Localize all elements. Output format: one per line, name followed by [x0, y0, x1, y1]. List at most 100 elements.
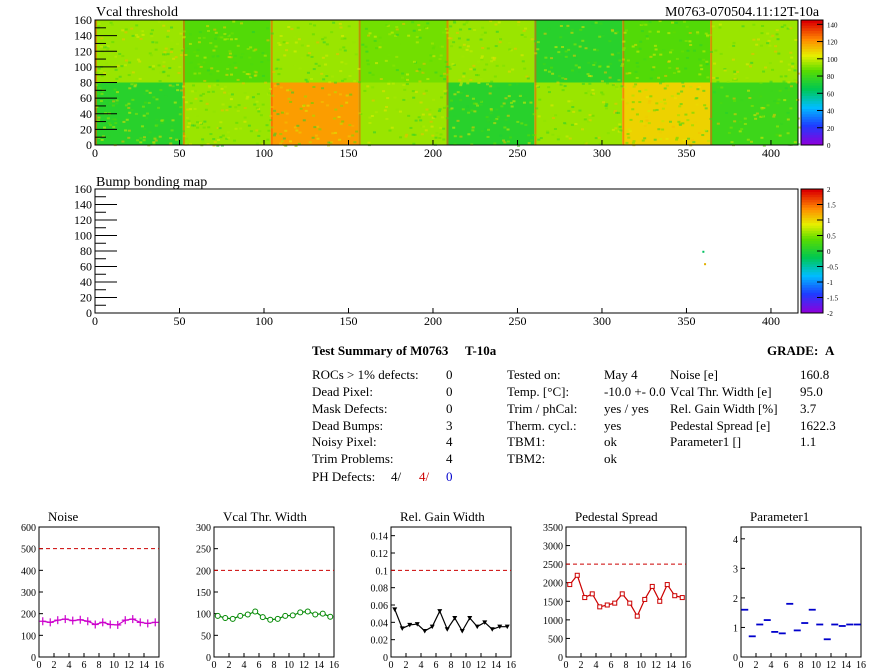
- map-noise-cell: [574, 64, 578, 67]
- chart-y-tick-label: 0.04: [371, 618, 389, 629]
- map-noise-cell: [627, 128, 631, 131]
- map-noise-cell: [185, 137, 189, 140]
- map-noise-cell: [307, 52, 311, 55]
- map-noise-cell: [429, 59, 433, 62]
- map-noise-cell: [581, 82, 585, 85]
- map-y-tick-label: 100: [74, 229, 92, 243]
- map-noise-cell: [368, 32, 372, 35]
- map-block-edge-13: [534, 20, 537, 83]
- map-noise-cell: [198, 37, 202, 40]
- map-noise-cell: [197, 63, 201, 66]
- map-noise-cell: [712, 91, 716, 94]
- map-noise-cell: [279, 86, 283, 89]
- map-noise-cell: [139, 30, 143, 33]
- map-noise-cell: [659, 100, 663, 103]
- chart-data-point: [69, 616, 77, 625]
- palette-segment: [801, 51, 823, 55]
- map-noise-cell: [223, 33, 227, 36]
- map-noise-cell: [766, 104, 770, 107]
- palette-segment: [801, 142, 823, 146]
- map-noise-cell: [561, 77, 565, 80]
- map-noise-cell: [419, 119, 423, 122]
- map-noise-cell: [618, 125, 622, 128]
- map-noise-cell: [109, 124, 113, 127]
- map-noise-cell: [752, 23, 756, 26]
- map-noise-cell: [196, 48, 200, 51]
- map-noise-cell: [665, 137, 669, 140]
- map-noise-cell: [704, 129, 708, 132]
- palette-segment: [801, 225, 823, 229]
- map-noise-cell: [579, 28, 583, 31]
- map-noise-cell: [746, 138, 750, 141]
- map-noise-cell: [496, 115, 500, 118]
- map-noise-cell: [438, 58, 442, 61]
- chart-data-point: [459, 629, 465, 634]
- map-noise-cell: [136, 58, 140, 61]
- map-noise-cell: [662, 49, 666, 52]
- map-noise-cell: [661, 107, 665, 110]
- map-noise-cell: [228, 50, 232, 53]
- map-noise-cell: [782, 80, 786, 83]
- map-noise-cell: [762, 144, 766, 147]
- marker-triangle: [429, 624, 435, 630]
- map-noise-cell: [158, 71, 162, 74]
- map-noise-cell: [520, 122, 524, 125]
- map-noise-cell: [614, 102, 618, 105]
- map-noise-cell: [130, 83, 134, 86]
- map-noise-cell: [459, 91, 463, 94]
- map-noise-cell: [776, 125, 780, 128]
- map-noise-cell: [279, 67, 283, 70]
- palette-segment: [801, 227, 823, 231]
- map-noise-cell: [413, 133, 417, 136]
- map-noise-cell: [481, 47, 485, 50]
- map-noise-cell: [134, 47, 138, 50]
- chart-data-point: [407, 622, 413, 628]
- map-noise-cell: [279, 142, 283, 145]
- map-noise-cell: [213, 84, 217, 87]
- map-noise-cell: [188, 108, 192, 111]
- map-noise-cell: [677, 23, 681, 26]
- map-noise-cell: [718, 26, 722, 29]
- map-noise-cell: [328, 81, 332, 84]
- marker-circle: [274, 615, 281, 622]
- map-noise-cell: [403, 97, 407, 100]
- map-noise-cell: [361, 43, 365, 46]
- map-noise-cell: [797, 126, 801, 129]
- map-noise-cell: [199, 99, 203, 102]
- map-noise-cell: [642, 23, 646, 26]
- chart-y-tick-label: 200: [196, 566, 211, 577]
- map-noise-cell: [157, 106, 161, 109]
- map-noise-cell: [391, 82, 395, 85]
- palette-segment: [801, 98, 823, 102]
- chart-data-point: [497, 624, 503, 630]
- map-noise-cell: [629, 118, 633, 121]
- map-noise-cell: [321, 56, 325, 59]
- map-noise-cell: [431, 134, 435, 137]
- map-noise-cell: [496, 87, 500, 90]
- map-noise-cell: [476, 104, 480, 107]
- marker-square: [634, 613, 640, 619]
- map-noise-cell: [351, 134, 355, 137]
- map-noise-cell: [551, 133, 555, 136]
- map-noise-cell: [134, 112, 138, 115]
- map-noise-cell: [573, 43, 577, 46]
- palette-segment: [801, 256, 823, 260]
- map-noise-cell: [772, 113, 776, 116]
- map-noise-cell: [209, 133, 213, 136]
- map-noise-cell: [760, 109, 764, 112]
- map-noise-cell: [631, 94, 635, 97]
- map-noise-cell: [155, 124, 159, 127]
- palette-segment: [801, 131, 823, 136]
- map-noise-cell: [122, 120, 126, 123]
- map-noise-cell: [198, 72, 202, 75]
- map-y-tick-label: 160: [74, 13, 92, 27]
- chart-title-pedestal-spread: Pedestal Spread: [575, 509, 658, 524]
- map-noise-cell: [223, 26, 227, 29]
- map-noise-cell: [387, 54, 391, 57]
- map-noise-cell: [293, 64, 297, 67]
- map-noise-cell: [678, 105, 682, 108]
- map-noise-cell: [675, 67, 679, 70]
- map-noise-cell: [554, 114, 558, 117]
- map-noise-cell: [97, 67, 101, 70]
- map-noise-cell: [677, 120, 681, 123]
